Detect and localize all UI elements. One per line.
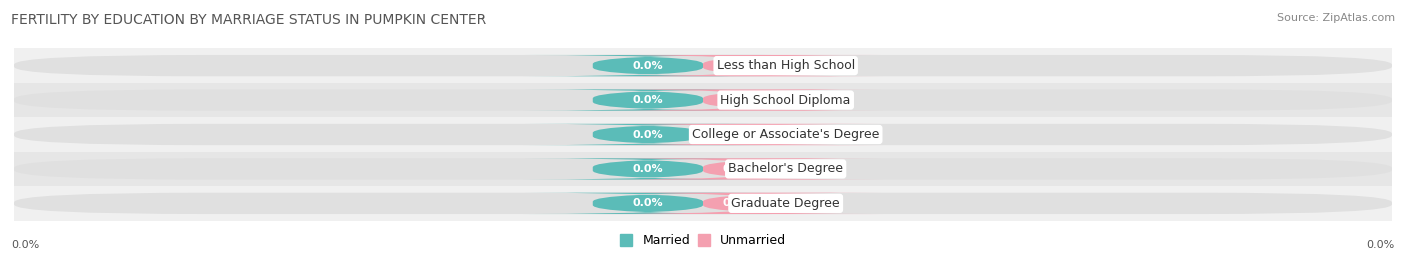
Text: 0.0%: 0.0% <box>633 164 664 174</box>
FancyBboxPatch shape <box>14 55 1392 76</box>
Text: 0.0%: 0.0% <box>723 129 752 140</box>
Text: FERTILITY BY EDUCATION BY MARRIAGE STATUS IN PUMPKIN CENTER: FERTILITY BY EDUCATION BY MARRIAGE STATU… <box>11 13 486 27</box>
Bar <box>14 152 1392 186</box>
FancyBboxPatch shape <box>524 55 772 76</box>
Text: 0.0%: 0.0% <box>11 240 39 250</box>
FancyBboxPatch shape <box>14 158 1392 180</box>
Text: Source: ZipAtlas.com: Source: ZipAtlas.com <box>1277 13 1395 23</box>
Text: 0.0%: 0.0% <box>723 95 752 105</box>
Text: 0.0%: 0.0% <box>723 61 752 71</box>
Text: 0.0%: 0.0% <box>633 129 664 140</box>
Text: 0.0%: 0.0% <box>1367 240 1395 250</box>
FancyBboxPatch shape <box>593 124 882 145</box>
Legend: Married, Unmarried: Married, Unmarried <box>614 229 792 252</box>
Text: 0.0%: 0.0% <box>723 164 752 174</box>
Text: 0.0%: 0.0% <box>633 198 664 208</box>
Text: 0.0%: 0.0% <box>633 61 664 71</box>
FancyBboxPatch shape <box>524 124 772 145</box>
FancyBboxPatch shape <box>14 124 1392 145</box>
FancyBboxPatch shape <box>593 89 882 111</box>
Bar <box>14 83 1392 117</box>
FancyBboxPatch shape <box>593 55 882 76</box>
FancyBboxPatch shape <box>14 89 1392 111</box>
FancyBboxPatch shape <box>14 193 1392 214</box>
Text: 0.0%: 0.0% <box>723 198 752 208</box>
Text: High School Diploma: High School Diploma <box>720 94 851 107</box>
Bar <box>14 117 1392 152</box>
Text: College or Associate's Degree: College or Associate's Degree <box>692 128 879 141</box>
Bar <box>14 48 1392 83</box>
FancyBboxPatch shape <box>524 89 772 111</box>
Text: 0.0%: 0.0% <box>633 95 664 105</box>
FancyBboxPatch shape <box>593 158 882 180</box>
Text: Bachelor's Degree: Bachelor's Degree <box>728 162 844 175</box>
Bar <box>14 186 1392 221</box>
FancyBboxPatch shape <box>524 158 772 180</box>
Text: Graduate Degree: Graduate Degree <box>731 197 839 210</box>
FancyBboxPatch shape <box>593 193 882 214</box>
Text: Less than High School: Less than High School <box>717 59 855 72</box>
FancyBboxPatch shape <box>524 193 772 214</box>
